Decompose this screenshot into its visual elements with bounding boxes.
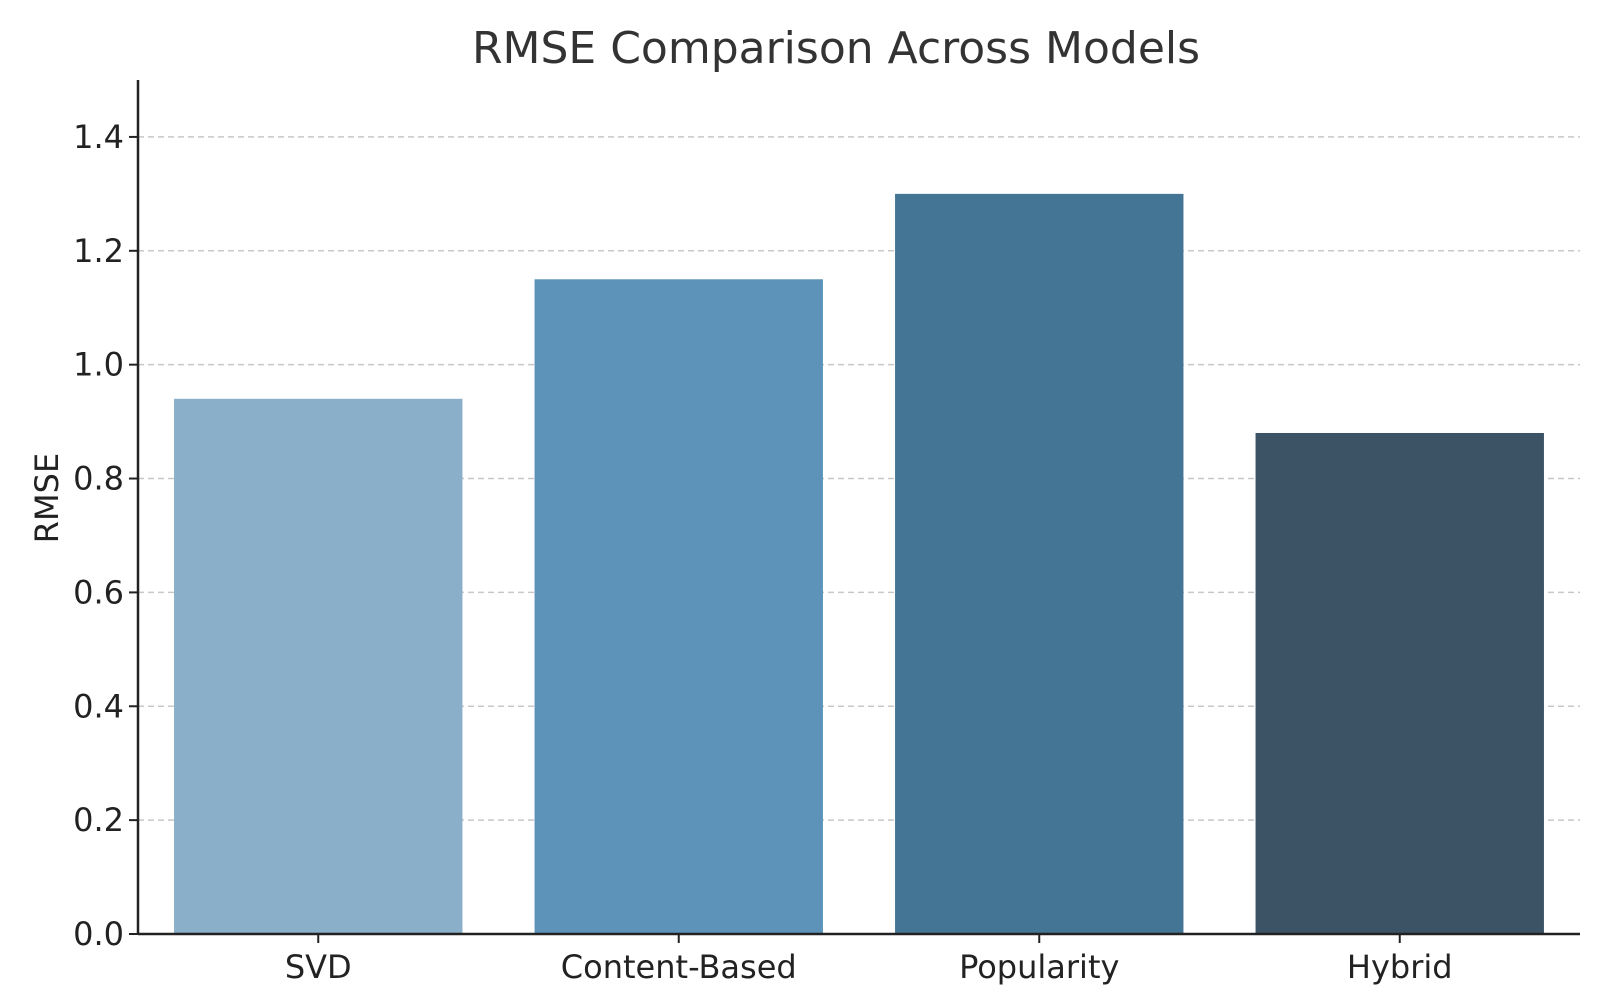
y-tick-label: 0.4 bbox=[73, 687, 124, 725]
y-tick-label: 0.6 bbox=[73, 573, 124, 611]
y-tick-label: 0.2 bbox=[73, 801, 124, 839]
y-tick-label: 1.0 bbox=[73, 346, 124, 384]
chart-title: RMSE Comparison Across Models bbox=[472, 23, 1200, 74]
x-tick-label: SVD bbox=[285, 948, 352, 986]
x-tick-label: Content-Based bbox=[561, 948, 797, 986]
y-tick-label: 1.2 bbox=[73, 232, 124, 270]
x-axis-ticks: SVD Content-Based Popularity Hybrid bbox=[285, 934, 1453, 986]
y-tick-label: 0.8 bbox=[73, 460, 124, 498]
bar-hybrid bbox=[1255, 432, 1544, 934]
axes bbox=[136, 80, 1580, 936]
bars bbox=[174, 193, 1544, 934]
x-tick-label: Popularity bbox=[959, 948, 1119, 986]
bar-content-based bbox=[534, 279, 823, 934]
x-tick-label: Hybrid bbox=[1347, 948, 1453, 986]
y-tick-label: 1.4 bbox=[73, 118, 124, 156]
y-axis-ticks: 0.0 0.2 0.4 0.6 0.8 1.0 1.2 1.4 bbox=[73, 118, 138, 953]
y-axis-label: RMSE bbox=[28, 453, 66, 543]
bar-svd bbox=[174, 398, 463, 934]
y-tick-label: 0.0 bbox=[73, 915, 124, 953]
bar-popularity bbox=[895, 193, 1184, 934]
